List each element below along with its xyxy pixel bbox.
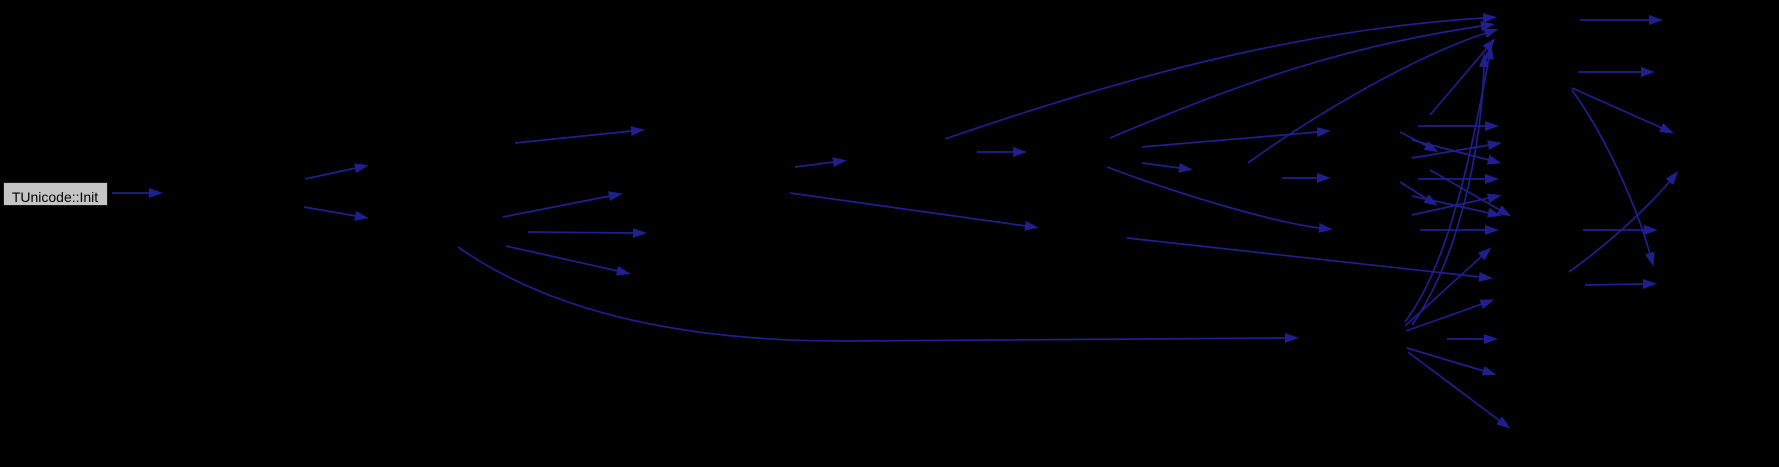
call-edge <box>1407 351 1511 429</box>
call-edge <box>303 206 369 221</box>
call-edge <box>1126 237 1493 282</box>
call-edge <box>1571 87 1674 134</box>
root-node-label: TUnicode::Init <box>12 189 98 205</box>
call-edge <box>457 246 1299 344</box>
call-edge <box>1247 28 1499 164</box>
call-edge <box>1411 195 1502 218</box>
call-edge <box>1411 53 1489 326</box>
root-node-box[interactable] <box>3 182 108 206</box>
call-edge <box>1405 299 1495 332</box>
call-edge <box>1399 181 1439 206</box>
edges-layer <box>112 13 1679 429</box>
call-edge <box>505 245 631 276</box>
root-node[interactable]: TUnicode::Init <box>3 182 108 206</box>
call-edge <box>944 13 1497 140</box>
call-edge <box>1109 21 1495 139</box>
call-edge <box>794 157 847 168</box>
call-edge <box>1571 89 1655 267</box>
call-edge <box>304 163 369 180</box>
call-edge <box>1404 247 1492 327</box>
call-edge <box>1411 193 1502 216</box>
call-edge <box>1141 127 1331 148</box>
call-edge <box>1568 171 1679 273</box>
call-edge <box>1429 38 1496 116</box>
call-edge <box>789 192 1039 231</box>
call-edge <box>514 126 645 144</box>
call-edge <box>1584 279 1657 290</box>
call-edge <box>1106 166 1333 233</box>
call-edge <box>1404 45 1494 323</box>
call-edge <box>1141 162 1193 173</box>
call-edge <box>502 191 623 218</box>
call-edge <box>1399 131 1439 152</box>
call-edge <box>1406 347 1497 376</box>
call-edge <box>527 227 647 238</box>
call-edge <box>1429 169 1512 217</box>
call-edge <box>1411 140 1502 159</box>
